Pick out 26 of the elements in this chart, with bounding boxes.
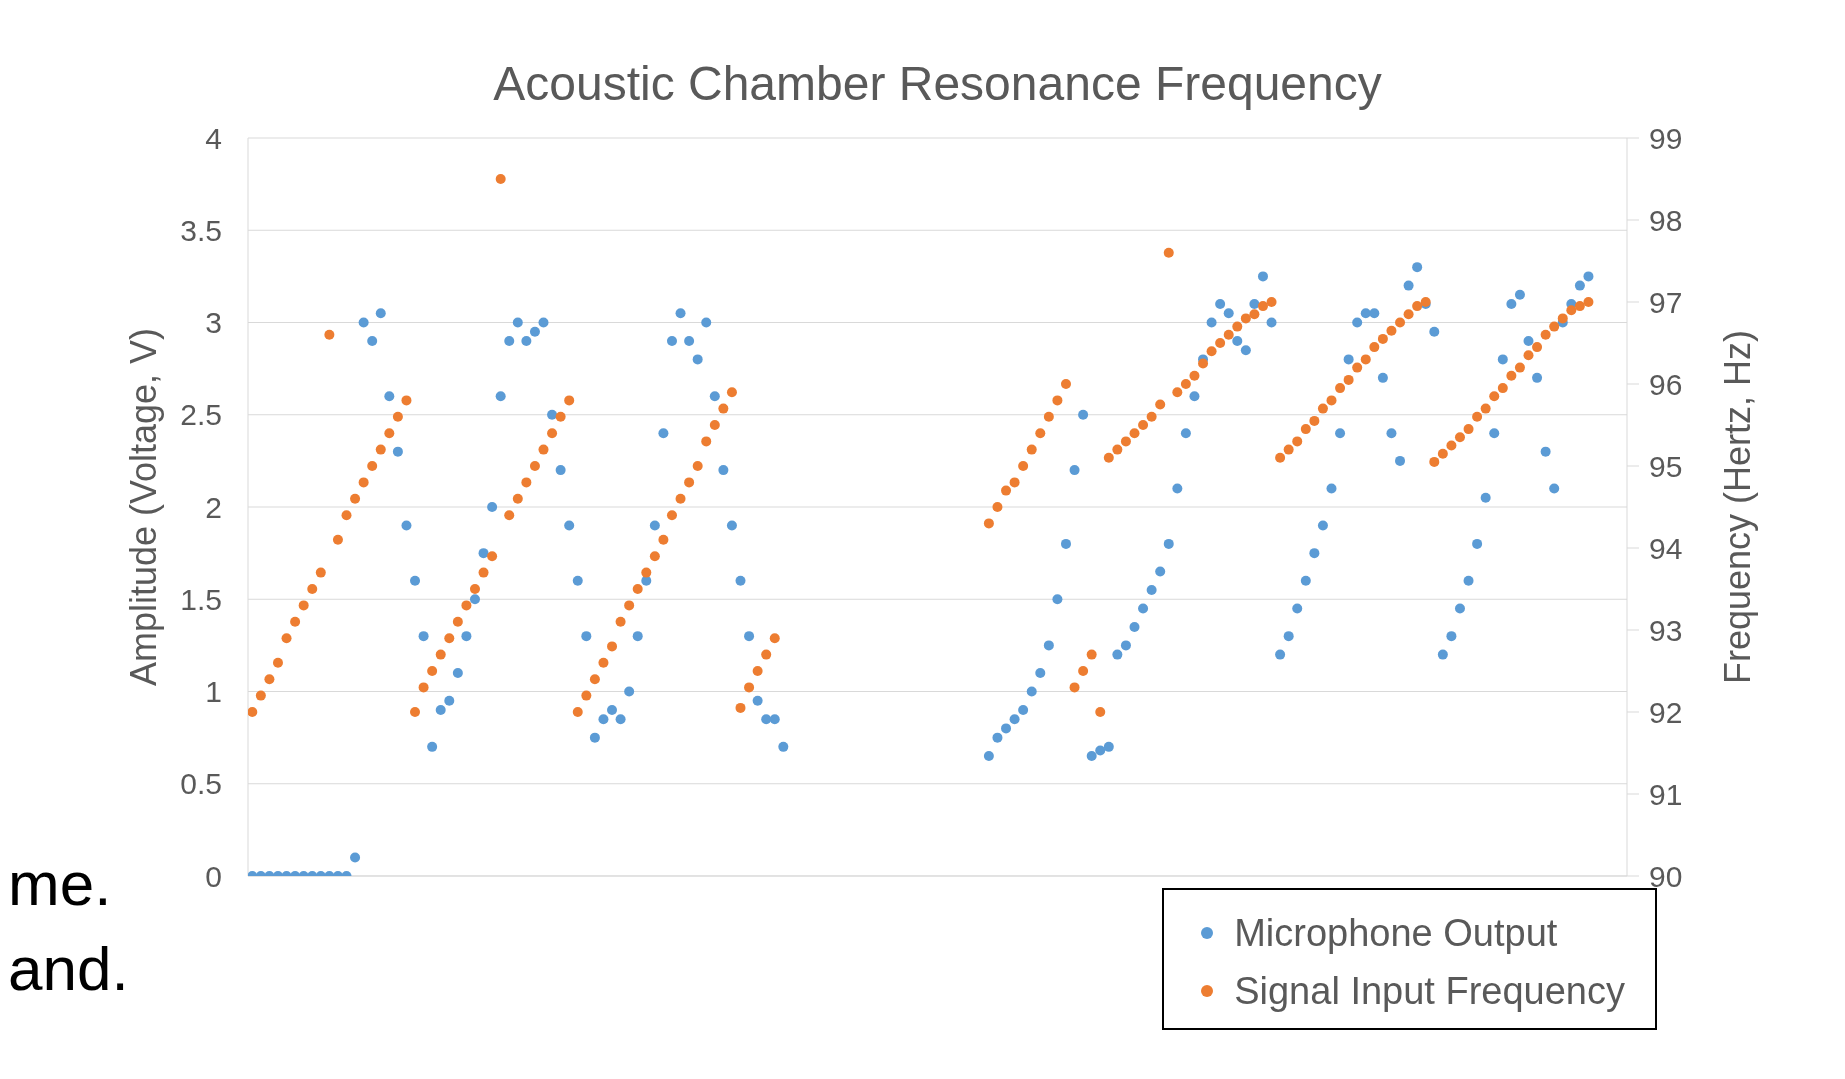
text: and. [8,933,129,1004]
y-tick-label: 2.5 [180,398,222,432]
chart-title: Acoustic Chamber Resonance Frequency [492,56,1383,111]
y2-tick-label: 96 [1649,367,1683,401]
y-tick-label: 0.5 [180,767,222,801]
y-tick-label: 1 [205,675,222,709]
legend-label: Signal Input Frequency [1234,969,1625,1014]
y2-tick-label: 93 [1649,613,1683,647]
y-axis-title: Amplitude (Voltage, V) [122,327,164,687]
y-tick-label: 1.5 [180,582,222,616]
legend-label: Microphone Output [1234,911,1558,956]
y-tick-label: 4 [205,121,222,155]
y2-tick-label: 98 [1649,203,1683,237]
y2-tick-label: 95 [1649,449,1683,483]
y-tick-label: 3.5 [180,213,222,247]
y-tick-label: 0 [205,859,222,893]
y2-tick-label: 94 [1649,531,1683,565]
text: me. [8,848,112,919]
y2-tick-label: 90 [1649,859,1683,893]
y-tick-label: 2 [205,490,222,524]
y2-axis-title: Frequency (Hertz, Hz) [1716,329,1758,685]
y2-tick-label: 91 [1649,777,1683,811]
y2-tick-label: 97 [1649,285,1683,319]
y2-tick-label: 99 [1649,121,1683,155]
y-tick-label: 3 [205,306,222,340]
y2-tick-label: 92 [1649,695,1683,729]
